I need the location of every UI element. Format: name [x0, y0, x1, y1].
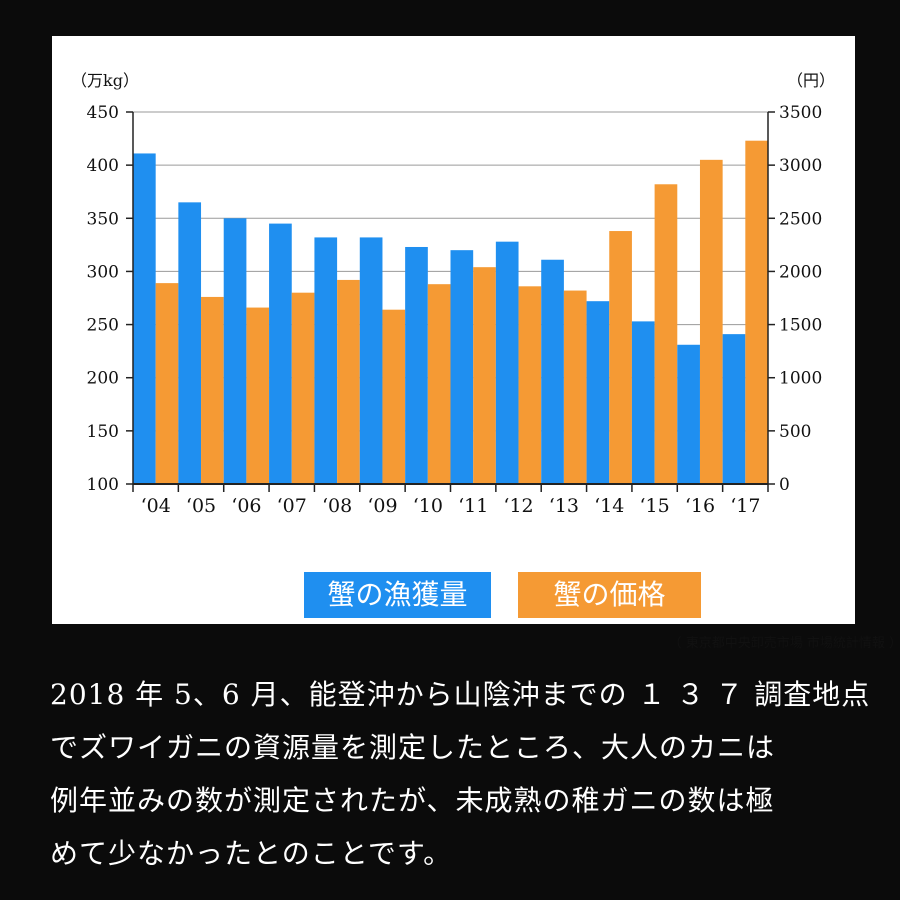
bar-price [291, 292, 315, 484]
x-tick-label: ‘07 [277, 495, 307, 517]
bar-price [473, 267, 496, 484]
y-left-tick-label: 250 [87, 316, 119, 336]
caption-line: でズワイガニの資源量を測定したところ、大人のカニは [50, 731, 776, 764]
y-left-tick-label: 100 [87, 475, 119, 495]
bar-price [155, 283, 179, 484]
y-right-tick-label: 2500 [779, 209, 822, 229]
bar-price [518, 286, 542, 484]
bar-price [563, 290, 587, 484]
y-right-tick-label: 3500 [779, 103, 822, 123]
bar-catch-volume [223, 218, 247, 485]
source-note: （ 東京都中央卸売市場 市場統計情報 ） [668, 636, 900, 651]
x-tick-label: ‘09 [367, 495, 397, 517]
bar-catch-volume [178, 202, 202, 485]
y-right-tick-label: 1000 [779, 369, 822, 389]
x-tick-label: ‘04 [141, 495, 171, 517]
y-right-tick-label: 500 [779, 422, 811, 442]
bar-price [201, 296, 224, 484]
legend-catch-volume: 蟹の漁獲量 [304, 572, 491, 618]
bar-price [699, 159, 723, 484]
x-tick-label: ‘15 [639, 495, 669, 517]
y-right-tick-label: 3000 [779, 156, 822, 176]
bar-catch-volume [314, 237, 338, 484]
bar-chart: 100 150 200 250 300 350 400 450 0 500 1000 1500 2000… [71, 71, 835, 517]
bar-price [246, 307, 270, 484]
y-left-tick-label: 350 [87, 209, 119, 229]
bar-catch-volume [359, 237, 383, 484]
bar-catch-volume [722, 334, 746, 484]
y-right-tick-label: 1500 [779, 316, 822, 336]
bar-catch-volume [586, 301, 610, 484]
bar-price [382, 309, 406, 484]
chart-panel: 100 150 200 250 300 350 400 450 0 500 1000 1500 2000… [52, 36, 900, 651]
legend-price: 蟹の価格 [518, 572, 701, 618]
y-left-tick-label: 400 [87, 156, 119, 176]
x-tick-label: ‘12 [503, 495, 533, 517]
caption-line: めて少なかったとのことです。 [50, 837, 453, 870]
bar-catch-volume [495, 241, 519, 484]
y-right-tick-label: 2000 [779, 262, 822, 282]
caption-text: 2018 年 5、6 月、能登沖から山陰沖までの １ ３ ７ 調査地点 でズワイ… [50, 668, 871, 880]
bar-price [654, 184, 678, 484]
x-tick-label: ‘17 [730, 495, 760, 517]
x-tick-label: ‘11 [458, 495, 488, 517]
bar-catch-volume [405, 246, 428, 484]
x-tick-label: ‘16 [685, 495, 715, 517]
bar-catch-volume [133, 153, 156, 485]
y-left-tick-label: 200 [87, 369, 119, 389]
caption-line: 例年並みの数が測定されたが、未成熟の稚ガニの数は極 [50, 784, 775, 817]
bar-catch-volume [631, 321, 655, 484]
y-left-tick-label: 150 [87, 422, 119, 442]
y-left-tick-label: 450 [87, 103, 119, 123]
bar-catch-volume [450, 250, 474, 484]
x-tick-label: ‘13 [549, 495, 579, 517]
x-tick-label: ‘10 [413, 495, 443, 517]
bar-price [337, 279, 360, 484]
x-tick-label: ‘08 [322, 495, 352, 517]
bar-price [745, 140, 768, 484]
y-right-axis-label: （円） [787, 71, 835, 90]
y-left-axis-label: （万kg） [71, 71, 139, 90]
bar-price [427, 284, 451, 484]
x-tick-label: ‘05 [186, 495, 216, 517]
y-right-tick-label: 0 [779, 475, 790, 495]
x-tick-label: ‘06 [231, 495, 261, 517]
caption-line: 2018 年 5、6 月、能登沖から山陰沖までの １ ３ ７ 調査地点 [50, 678, 871, 711]
bar-catch-volume [677, 344, 700, 484]
bar-catch-volume [269, 223, 292, 484]
bar-catch-volume [541, 259, 564, 484]
y-left-tick-label: 300 [87, 262, 119, 282]
x-tick-label: ‘14 [594, 495, 624, 517]
bar-price [609, 231, 632, 484]
